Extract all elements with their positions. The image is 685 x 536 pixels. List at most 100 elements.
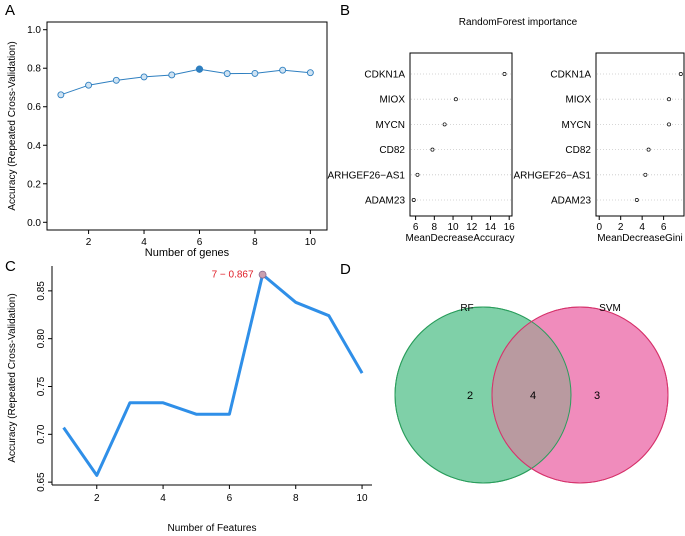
panel-label-b: B: [340, 2, 350, 19]
panel-b-xtick-label: 8: [432, 222, 438, 233]
panel-a-point: [251, 69, 259, 77]
panel-a-points: [57, 65, 314, 99]
venn-rf-outline: [394, 306, 572, 484]
panel-b-point: [678, 72, 683, 76]
panel-b-xtick-label: 6: [413, 222, 419, 233]
panel-b-xtick-label: 2: [618, 222, 624, 233]
panel-b-point: [411, 198, 416, 202]
panel-c-ytick-label: 0.85: [36, 281, 47, 301]
panel-c-xtick-label: 2: [94, 493, 100, 504]
panel-b-title: RandomForest importance: [459, 17, 578, 28]
panel-d: RF SVM 2 4 3: [394, 303, 669, 484]
panel-a-ytick-label: 0.4: [27, 141, 41, 152]
panel-b-right-xlabel: MeanDecreaseGini: [597, 233, 683, 244]
panel-b-gene-label: MYCN: [562, 120, 591, 131]
panel-b-xtick-label: 10: [447, 222, 459, 233]
panel-a-point: [112, 76, 120, 84]
panel-a-ytick-label: 1.0: [27, 25, 41, 36]
panel-c-series-line: [62, 273, 364, 477]
panel-b-xtick-label: 16: [504, 222, 516, 233]
panel-c-ytick-label: 0.70: [36, 424, 47, 444]
panel-b-left-plot: CDKN1A MIOX MYCN CD82 ARHGEF26−AS1 ADAM23 6 8 10…: [327, 70, 515, 234]
venn-svm-outline: [491, 306, 669, 484]
venn-rf-only-count: 2: [467, 390, 473, 402]
panel-c-yaxis: 0.65 0.70 0.75 0.80 0.85: [36, 281, 52, 492]
panel-b-gene-label: CDKN1A: [364, 70, 405, 81]
panel-b-xtick-label: 4: [639, 222, 645, 233]
panel-a-xlabel: Number of genes: [145, 247, 230, 259]
panel-a-ytick-label: 0.2: [27, 179, 41, 190]
panel-b-xtick-label: 12: [466, 222, 478, 233]
panel-b-xtick-label: 6: [661, 222, 667, 233]
panel-a-yaxis: 0.0 0.2 0.4 0.6 0.8 1.0: [27, 25, 47, 229]
panel-c-xtick-label: 8: [293, 493, 299, 504]
panel-a-xtick-label: 2: [86, 237, 92, 248]
panel-b-point: [643, 172, 648, 177]
panel-c-xlabel: Number of Features: [168, 523, 257, 534]
panel-b-xtick-label: 14: [485, 222, 497, 233]
panel-a-xtick-label: 8: [252, 237, 258, 248]
panel-b: RandomForest importance CDKN1AMIOXMYCNCD…: [327, 17, 685, 244]
panel-b-point: [646, 147, 651, 152]
panel-b-gene-label: ARHGEF26−AS1: [327, 170, 405, 181]
panel-c-ytick-label: 0.75: [36, 376, 47, 396]
venn-svm-only-count: 3: [594, 390, 600, 402]
panel-a-ytick-label: 0.0: [27, 218, 41, 229]
panel-a-point: [57, 91, 65, 99]
panel-label-d: D: [340, 261, 351, 278]
panel-a-point: [85, 81, 93, 89]
venn-overlap-count: 4: [530, 390, 536, 402]
panel-c-ylabel: Accuracy (Repeated Cross-Validation): [7, 293, 18, 462]
panel-a-ytick-label: 0.8: [27, 64, 41, 75]
panel-b-right-frame: [595, 52, 685, 217]
panel-b-gene-label: MIOX: [565, 95, 591, 106]
panel-b-gene-label: ADAM23: [551, 196, 591, 207]
panel-a-ylabel: Accuracy (Repeated Cross-Validation): [7, 41, 18, 210]
panel-a-point: [168, 71, 176, 79]
panel-b-xtick-label: 0: [596, 222, 602, 233]
panel-a-xtick-label: 6: [197, 237, 203, 248]
panel-b-right-plot: CDKN1A MIOX MYCN CD82 ARHGEF26−AS1 ADAM23 0 2 4 6: [513, 70, 683, 233]
venn-overlap-region: [492, 307, 571, 483]
panel-b-point: [453, 97, 458, 102]
panel-label-a: A: [5, 2, 15, 19]
panel-c-annotation: 7 − 0.867: [212, 270, 254, 281]
panel-a-frame: [46, 21, 328, 231]
panel-c-xtick-label: 4: [160, 493, 166, 504]
panel-c-max-marker: [258, 270, 267, 279]
panel-c-xtick-label: 6: [227, 493, 233, 504]
panel-c-ytick-label: 0.65: [36, 472, 47, 492]
panel-c-ytick-label: 0.80: [36, 329, 47, 349]
panel-b-point: [667, 97, 671, 102]
panel-b-point: [430, 147, 435, 152]
panel-b-gene-label: CD82: [565, 145, 591, 156]
panel-b-point: [502, 72, 507, 76]
panel-a-point: [195, 65, 204, 73]
panel-a-point: [279, 66, 287, 74]
venn-svm-label: SVM: [599, 303, 621, 314]
panel-b-left-frame: [409, 52, 513, 217]
panel-b-gene-label: CD82: [379, 145, 405, 156]
panel-b-left-xlabel: MeanDecreaseAccuracy: [406, 233, 515, 244]
panel-c-xtick-label: 10: [356, 493, 368, 504]
panel-c: 0.65 0.70 0.75 0.80 0.85 2 4 6 8 10 7 − 0.867 Nu…: [7, 266, 372, 534]
panel-a-point: [140, 73, 148, 81]
panel-a-ytick-label: 0.6: [27, 102, 41, 113]
venn-rf-label: RF: [460, 303, 473, 314]
panel-b-gene-label: ARHGEF26−AS1: [513, 170, 591, 181]
panel-a-xtick-label: 10: [305, 237, 317, 248]
panel-b-gene-label: CDKN1A: [550, 70, 591, 81]
panel-label-c: C: [5, 258, 16, 275]
panel-b-point: [415, 172, 420, 177]
panel-c-xaxis: 2 4 6 8 10: [94, 485, 368, 504]
panel-b-point: [442, 122, 447, 127]
panel-b-gene-label: MIOX: [379, 95, 405, 106]
panel-a-xtick-label: 4: [141, 237, 147, 248]
panel-b-gene-label: MYCN: [376, 120, 405, 131]
panel-a-point: [306, 69, 314, 77]
panel-b-point: [667, 122, 671, 127]
panel-a-point: [223, 70, 231, 78]
panel-a-xaxis: 2 4 6 8 10: [86, 230, 317, 248]
panel-a-series-line: [60, 68, 311, 96]
